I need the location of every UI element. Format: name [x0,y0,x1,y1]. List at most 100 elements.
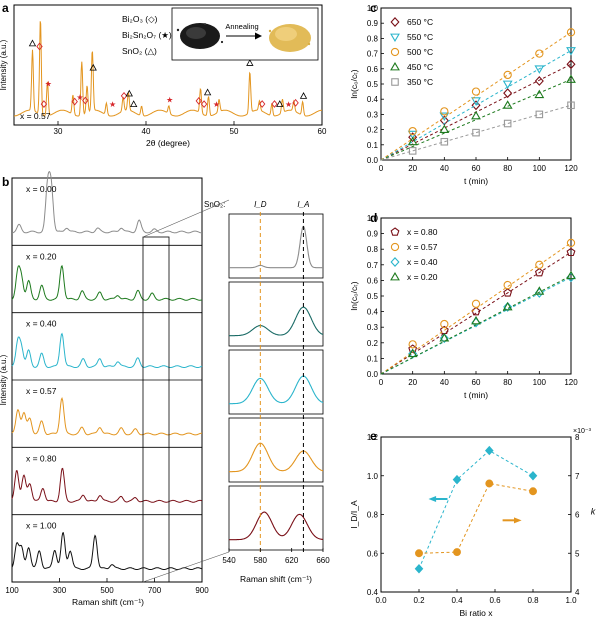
x-tick-label: 60 [318,127,327,136]
bi2o3-peak-marker [71,97,78,106]
data-point [390,17,400,27]
data-point [528,471,538,481]
sno2-peak-marker [203,88,212,96]
x-tick-label: 40 [440,164,449,173]
legend-label: x = 0.57 [407,242,438,252]
raman-zoom-stack [228,213,324,551]
legend-label: 550 °C [407,32,433,42]
legend-label: x = 0.20 [407,272,438,282]
data-point [390,33,400,43]
data-point [503,70,512,80]
data-point [566,28,576,37]
data-point [566,270,576,280]
fit-line [380,251,572,375]
x-tick-label: 0.0 [375,596,387,605]
raman-spectrum-line [11,467,203,503]
panel-d: d 0 20 40 60 80 100 120 0.0 0.1 0.2 0.3 0.4 0.5 0.6 0.… [349,211,578,400]
data-point [439,333,449,344]
data-point [440,137,449,146]
x-tick-label: 30 [54,127,63,136]
data-point [471,97,481,106]
ia-label: I_A [297,200,309,209]
row-label: x = 0.80 [26,453,57,463]
data-point [440,107,449,116]
y-right-tick-label: 7 [575,472,580,481]
y-tick-label: 0.8 [367,34,379,43]
y-tick-label: 0.1 [367,141,379,150]
data-point [471,306,481,316]
bi2o3-peak-marker [120,91,128,100]
panel-a: a ★ ★ ★ ★ ★ ★ Intensity (a.u.) x = 0.57 30 40 5… [0,1,327,148]
legend-sno2: SnO₂ (△) [122,46,157,56]
legend-label: 350 °C [407,77,433,87]
legend-label: 450 °C [407,62,433,72]
raman-spectrum-line [11,397,202,436]
sno2-peak-marker [28,39,37,47]
xrd-phase-markers: ★ ★ ★ ★ ★ ★ [28,39,308,109]
y-tick-label: 0.2 [367,339,379,348]
x-axis-label: t (min) [464,176,488,186]
legend-label: x = 0.80 [407,227,438,237]
arrow-left-icon [428,496,437,502]
data-point [502,301,513,311]
panel-a-xticks: 30 40 50 60 [54,121,327,136]
data-point [566,47,576,56]
x-tick-label: 40 [142,127,151,136]
x-tick-label: 20 [408,164,417,173]
x-tick-label: 80 [503,164,512,173]
data-point [415,549,423,558]
row-label: x = 0.57 [26,386,57,396]
panel-a-frame [13,4,323,126]
data-point [503,88,513,99]
x-axis-label: Bi ratio x [459,608,493,618]
row-label: x = 1.00 [26,521,57,531]
y-right-tick-label: 6 [575,511,580,520]
legend-bi2sn2o7: Bi₂Sn₂O₇ (★) [122,30,172,40]
x-tick-label: 100 [5,586,19,595]
y-tick-label: 0.9 [367,230,379,239]
row-label: x = 0.20 [26,251,57,261]
data-point [408,126,417,136]
data-point [408,147,417,155]
data-point [534,89,545,99]
data-point [390,47,400,57]
data-point [535,110,544,119]
y-tick-label: 0.7 [367,50,379,59]
sno2-peak-marker [276,100,284,107]
bi2o3-peak-marker [200,100,208,109]
data-point [390,271,400,281]
zoom-row-frame [228,213,324,279]
data-point [503,119,512,128]
fit-line [380,50,572,161]
sno2-peak-marker [89,63,97,71]
y-tick-label: 0.7 [367,261,379,270]
data-point [408,132,418,143]
y-tick-label: 0.4 [367,588,379,597]
zoom-row-frame [228,485,324,551]
panel-c: c 0 20 40 60 80 100 120 0.0 0.1 0.2 0.3 0.4 0.5 0.6 0.… [349,1,578,186]
data-point [391,78,399,86]
x-tick-label: 0.4 [451,596,463,605]
panel-b: b x = 0.00x = 0.20x = 0.40x = 0.57x = 0.… [0,170,330,607]
data-point [535,260,544,269]
y-tick-label: 0.6 [367,549,379,558]
black-powder-image [176,23,224,49]
panel-b-xticks: 100 300 500 700 900 [5,578,209,595]
raman-zoom-line [229,375,324,405]
xrd-pattern-line [14,21,322,117]
x-tick-label: 120 [564,164,578,173]
panel-b-xlabel: Raman shift (cm⁻¹) [72,597,144,607]
x-tick-label: 0 [379,164,384,173]
data-point [439,124,450,134]
panel-c-letter: c [370,1,377,15]
bi2o3-peak-marker [195,97,202,105]
x-tick-label: 40 [440,378,449,387]
x-tick-label: 500 [100,586,114,595]
sno2-peak-marker [299,92,308,99]
y-tick-label: 1.0 [367,4,379,13]
data-point [439,333,450,342]
panel-a-letter: a [2,1,9,15]
x-tick-label: 620 [285,556,299,565]
id-label: I_D [254,200,267,209]
panel-b-letter: b [2,175,9,189]
